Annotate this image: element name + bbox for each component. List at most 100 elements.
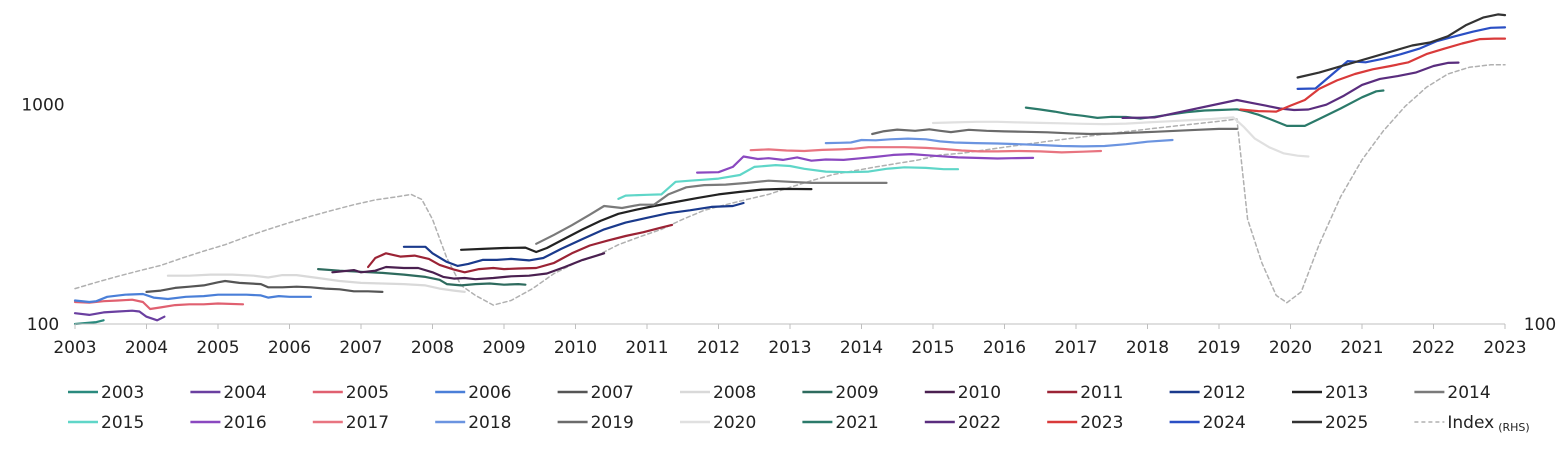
legend-item-2010: 2010 [924,383,1001,403]
legend-label: 2023 [1080,413,1123,433]
legend: 2003 2004 2005 2006 2007 2008 2009 2010 2011 2012… [68,383,1530,434]
x-tick-label: 2016 [983,338,1026,358]
legend-label: 2006 [468,383,511,403]
series-line-2008 [166,273,466,293]
legend-item-2012: 2012 [1169,383,1246,403]
x-tick-label: 2014 [840,338,883,358]
x-tick-label: 2004 [125,338,168,358]
series-line-2021 [1024,89,1385,127]
x-tick-label: 2009 [482,338,525,358]
legend-label: 2008 [713,383,756,403]
series-line-2003 [73,319,105,326]
legend-item-2017: 2017 [312,413,389,433]
series-line-2020 [931,116,1310,158]
y-right-tick-label: 100 [1524,315,1556,335]
legend-item-2025: 2025 [1292,413,1368,433]
series-line-2016 [696,153,1035,174]
series-line-2022 [1121,61,1460,119]
legend-label: 2004 [223,383,266,403]
legend-label: Index (RHS) [1447,413,1529,434]
legend-label: 2003 [101,383,144,403]
legend-item-2016: 2016 [190,413,267,433]
series-line-2005 [73,298,245,311]
x-tick-label: 2007 [339,338,382,358]
legend-item-2004: 2004 [190,383,267,403]
x-tick-label: 2022 [1412,338,1455,358]
x-tick-label: 2011 [625,338,668,358]
legend-item-2003: 2003 [68,383,144,403]
x-tick-label: 2013 [768,338,811,358]
legend-label: 2007 [591,383,634,403]
legend-label: 2016 [223,413,266,433]
series-line-2004 [73,309,166,322]
legend-label: 2017 [346,413,389,433]
x-tick-label: 2023 [1483,338,1526,358]
legend-label: 2022 [958,413,1001,433]
legend-label: 2013 [1325,383,1368,403]
series-line-2010 [331,252,606,281]
series-line-2023 [1239,37,1507,113]
series-line-index [74,64,1506,306]
legend-item-2021: 2021 [802,413,879,433]
legend-item-2009: 2009 [802,383,879,403]
legend-item-2008: 2008 [680,383,756,403]
axes: 2003 2004 2005 2006 2007 2008 2009 2010 2011 2012… [21,96,1556,358]
plot-area [73,13,1507,326]
legend-label: 2005 [346,383,389,403]
x-tick-label: 2008 [411,338,454,358]
series-line-2012 [402,201,745,267]
legend-label: 2019 [591,413,634,433]
x-tick-label: 2019 [1197,338,1240,358]
x-tick-label: 2006 [268,338,311,358]
x-tick-label: 2020 [1269,338,1312,358]
series-line-2014 [535,179,888,245]
legend-item-2014: 2014 [1414,383,1491,403]
legend-label: 2021 [835,413,878,433]
legend-label: 2009 [835,383,878,403]
legend-label: 2010 [958,383,1001,403]
legend-label: 2015 [101,413,144,433]
series-line-2015 [617,164,960,200]
legend-item-2018: 2018 [435,413,511,433]
x-tick-label: 2015 [911,338,954,358]
legend-item-2020: 2020 [680,413,756,433]
x-tick-label: 2005 [196,338,239,358]
x-tick-label: 2017 [1054,338,1097,358]
legend-item-2015: 2015 [68,413,144,433]
legend-item-2005: 2005 [312,383,389,403]
x-tick-label: 2018 [1126,338,1169,358]
x-tick-label: 2010 [554,338,597,358]
series-line-2013 [460,187,813,254]
legend-label: 2025 [1325,413,1368,433]
x-tick-label: 2003 [53,338,96,358]
legend-item-2007: 2007 [557,383,634,403]
series-line-2006 [73,292,312,304]
x-tick-label: 2021 [1340,338,1383,358]
legend-item-2023: 2023 [1047,413,1123,433]
series-line-2025 [1296,13,1507,79]
series-line-2019 [871,127,1238,136]
legend-item-2013: 2013 [1292,383,1368,403]
series-line-2018 [824,137,1174,148]
legend-item-2006: 2006 [435,383,511,403]
legend-label: 2011 [1080,383,1123,403]
legend-item-2024: 2024 [1169,413,1246,433]
legend-label: 2024 [1203,413,1246,433]
legend-item-2019: 2019 [557,413,634,433]
y-left-tick-label: 1000 [21,96,64,116]
legend-item-2022: 2022 [924,413,1001,433]
series-line-2011 [367,223,674,274]
series-line-2017 [749,146,1103,154]
x-tick-label: 2012 [697,338,740,358]
legend-label: 2014 [1447,383,1490,403]
legend-label: 2012 [1203,383,1246,403]
legend-label: 2020 [713,413,756,433]
y-left-tick-label: 100 [27,315,59,335]
legend-label: 2018 [468,413,511,433]
legend-item-index: Index (RHS) [1414,413,1530,434]
legend-item-2011: 2011 [1047,383,1123,403]
series-line-2024 [1296,26,1507,90]
series-line-2007 [145,279,384,293]
